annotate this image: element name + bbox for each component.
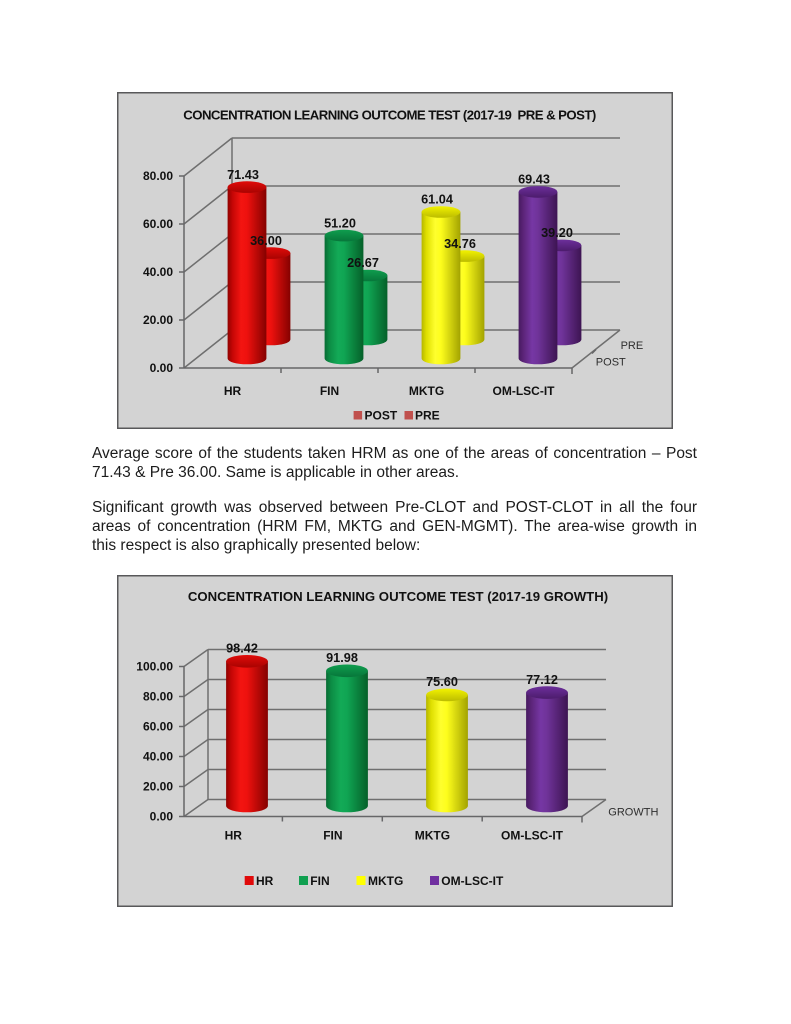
svg-text:75.60: 75.60 <box>426 675 458 689</box>
svg-text:20.00: 20.00 <box>143 780 173 794</box>
svg-text:HR: HR <box>225 829 243 843</box>
svg-text:GROWTH: GROWTH <box>608 807 658 819</box>
svg-text:36.00: 36.00 <box>250 234 282 248</box>
svg-text:20.00: 20.00 <box>143 313 173 327</box>
svg-text:77.12: 77.12 <box>526 673 558 687</box>
svg-text:OM-LSC-IT: OM-LSC-IT <box>501 829 564 843</box>
svg-text:PRE: PRE <box>415 408 440 422</box>
svg-text:39.20: 39.20 <box>541 226 573 240</box>
svg-text:98.42: 98.42 <box>226 642 258 656</box>
svg-text:100.00: 100.00 <box>136 660 173 674</box>
svg-text:MKTG: MKTG <box>409 384 444 398</box>
svg-text:80.00: 80.00 <box>143 169 173 183</box>
svg-text:MKTG: MKTG <box>415 829 450 843</box>
svg-text:FIN: FIN <box>320 384 339 398</box>
svg-text:FIN: FIN <box>310 874 329 888</box>
svg-text:51.20: 51.20 <box>324 216 356 230</box>
svg-text:26.67: 26.67 <box>347 256 379 270</box>
svg-text:PRE: PRE <box>621 340 644 352</box>
svg-text:HR: HR <box>224 384 242 398</box>
svg-text:69.43: 69.43 <box>518 173 550 187</box>
svg-text:0.00: 0.00 <box>150 361 174 375</box>
svg-text:POST: POST <box>596 357 626 369</box>
svg-text:71.43: 71.43 <box>227 168 259 182</box>
svg-text:91.98: 91.98 <box>326 651 358 665</box>
svg-text:OM-LSC-IT: OM-LSC-IT <box>441 874 504 888</box>
svg-text:40.00: 40.00 <box>143 750 173 764</box>
svg-text:OM-LSC-IT: OM-LSC-IT <box>493 384 556 398</box>
svg-text:FIN: FIN <box>323 829 342 843</box>
svg-text:60.00: 60.00 <box>143 217 173 231</box>
svg-text:34.76: 34.76 <box>444 237 476 251</box>
svg-text:CONCENTRATION LEARNING OUTCOME: CONCENTRATION LEARNING OUTCOME TEST (201… <box>188 589 608 604</box>
svg-text:MKTG: MKTG <box>368 874 403 888</box>
svg-text:40.00: 40.00 <box>143 265 173 279</box>
svg-text:61.04: 61.04 <box>421 193 453 207</box>
svg-text:CONCENTRATION LEARNING OUTCOME: CONCENTRATION LEARNING OUTCOME TEST (201… <box>183 108 596 123</box>
svg-text:80.00: 80.00 <box>143 690 173 704</box>
svg-text:HR: HR <box>256 874 274 888</box>
svg-text:60.00: 60.00 <box>143 720 173 734</box>
svg-text:POST: POST <box>365 408 398 422</box>
svg-text:0.00: 0.00 <box>150 810 174 824</box>
